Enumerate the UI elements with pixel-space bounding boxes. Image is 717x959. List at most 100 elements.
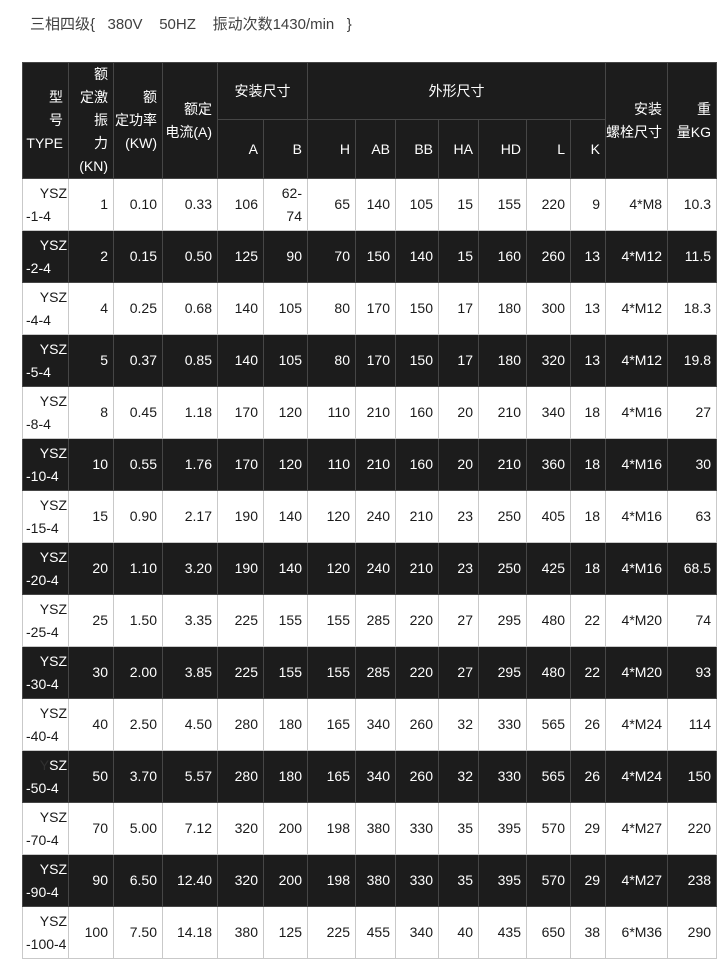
cell-L: 565 [526, 750, 571, 803]
table-row: YSZ -100-4 100 7.50 14.18 380 125 225 455 340 40 43… [22, 906, 717, 959]
cell-value: 480 [541, 664, 565, 680]
cell-K: 22 [569, 594, 607, 647]
cell-bolt: 4*M12 [605, 230, 669, 283]
cell-HD: 160 [478, 230, 527, 283]
cell-value: 7.12 [184, 820, 212, 836]
cell-BB: 160 [395, 438, 439, 491]
cell-AB: 340 [355, 698, 396, 751]
cell-A: 280 [217, 750, 264, 803]
cell-H: 225 [307, 906, 356, 959]
cell-value: 4*M16 [621, 508, 663, 524]
cell-value: 65 [334, 196, 350, 212]
cell-value: 330 [497, 768, 521, 784]
cell-A: 106 [217, 178, 264, 231]
cell-value: 210 [409, 560, 433, 576]
cell-value: 285 [366, 664, 390, 680]
cell-current_a: 5.57 [162, 750, 218, 803]
cell-HA: 23 [438, 542, 479, 595]
model-cell: YSZ -10-4 [22, 438, 69, 491]
cell-B: 120 [263, 386, 308, 439]
cell-value: 240 [366, 560, 390, 576]
cell-H: 120 [307, 490, 356, 543]
cell-value: 140 [234, 300, 258, 316]
cell-value: 40 [457, 924, 473, 940]
cell-value: 140 [366, 196, 390, 212]
cell-HD: 330 [478, 698, 527, 751]
cell-AB: 140 [355, 178, 396, 231]
cell-power_kw: 0.90 [113, 490, 163, 543]
table-row: YSZ -1-4 1 0.10 0.33 106 62-74 65 140 105 15 155 220… [22, 178, 717, 231]
cell-value: 260 [409, 768, 433, 784]
cell-value: 1 [100, 196, 108, 212]
cell-B: 105 [263, 334, 308, 387]
cell-current_a: 4.50 [162, 698, 218, 751]
model-line1: YSZ [39, 600, 67, 617]
cell-value: 70 [334, 248, 350, 264]
cell-value: 330 [497, 716, 521, 732]
cell-BB: 260 [395, 750, 439, 803]
cell-value: 340 [409, 924, 433, 940]
cell-value: 4*M20 [621, 612, 663, 628]
cell-value: 15 [457, 196, 473, 212]
cell-power_kw: 2.00 [113, 646, 163, 699]
model-cell: YSZ -8-4 [22, 386, 69, 439]
cell-value: 0.15 [129, 248, 157, 264]
model-cell: YSZ -40-4 [22, 698, 69, 751]
table-row: YSZ -5-4 5 0.37 0.85 140 105 80 170 150 17 180 320 13… [22, 334, 717, 387]
cell-BB: 140 [395, 230, 439, 283]
cell-current_a: 1.76 [162, 438, 218, 491]
cell-value: 210 [497, 456, 521, 472]
cell-BB: 220 [395, 594, 439, 647]
model-line1: YSZ [39, 548, 67, 565]
cell-value: 4*M16 [621, 560, 663, 576]
cell-force_kn: 90 [68, 854, 114, 907]
cell-value: 4*M20 [621, 664, 663, 680]
cell-value: 13 [584, 248, 601, 264]
cell-value: 180 [278, 716, 302, 732]
cell-L: 360 [526, 438, 571, 491]
cell-weight_kg: 10.3 [667, 178, 717, 231]
model-line2: -90-4 [26, 883, 59, 900]
cell-force_kn: 2 [68, 230, 114, 283]
cell-weight_kg: 290 [667, 906, 717, 959]
model-line1: YSZ [39, 236, 67, 253]
page: 三相四级{ 380V 50HZ 振动次数1430/min } 型 号 TYPE … [0, 14, 717, 959]
cell-H: 165 [307, 698, 356, 751]
cell-value: 380 [366, 872, 390, 888]
cell-value: 180 [278, 768, 302, 784]
cell-value: 2 [100, 248, 108, 264]
model-line1: YSZ [39, 860, 67, 877]
cell-value: 105 [409, 196, 433, 212]
model-line2: -2-4 [26, 259, 51, 276]
cell-value: 330 [409, 820, 433, 836]
model-line2: -8-4 [26, 415, 51, 432]
cell-power_kw: 0.25 [113, 282, 163, 335]
col-header-HA: HA [438, 119, 479, 179]
cell-value: 7.50 [129, 924, 157, 940]
cell-power_kw: 5.00 [113, 802, 163, 855]
cell-AB: 240 [355, 490, 396, 543]
cell-value: 4.50 [184, 716, 212, 732]
cell-value: 38 [584, 924, 601, 940]
cell-value: 12.40 [176, 872, 212, 888]
cell-K: 13 [569, 282, 607, 335]
table-row: YSZ -70-4 70 5.00 7.12 320 200 198 380 330 35 395 57… [22, 802, 717, 855]
model-line1: YSZ [39, 496, 67, 513]
table-row: YSZ -30-4 30 2.00 3.85 225 155 155 285 220 27 295 48… [22, 646, 717, 699]
cell-HA: 20 [438, 438, 479, 491]
cell-value: 19.8 [683, 352, 712, 368]
model-line1: YSZ [39, 756, 67, 773]
cell-value: 120 [326, 508, 350, 524]
cell-B: 105 [263, 282, 308, 335]
cell-L: 650 [526, 906, 571, 959]
model-cell: YSZ -50-4 [22, 750, 69, 803]
cell-value: 30 [695, 456, 712, 472]
cell-HD: 250 [478, 490, 527, 543]
cell-value: 20 [457, 404, 473, 420]
cell-value: 570 [541, 820, 565, 836]
cell-value: 9 [592, 196, 601, 212]
cell-BB: 210 [395, 542, 439, 595]
cell-L: 480 [526, 594, 571, 647]
model-line1: YSZ [39, 340, 67, 357]
model-cell: YSZ -90-4 [22, 854, 69, 907]
